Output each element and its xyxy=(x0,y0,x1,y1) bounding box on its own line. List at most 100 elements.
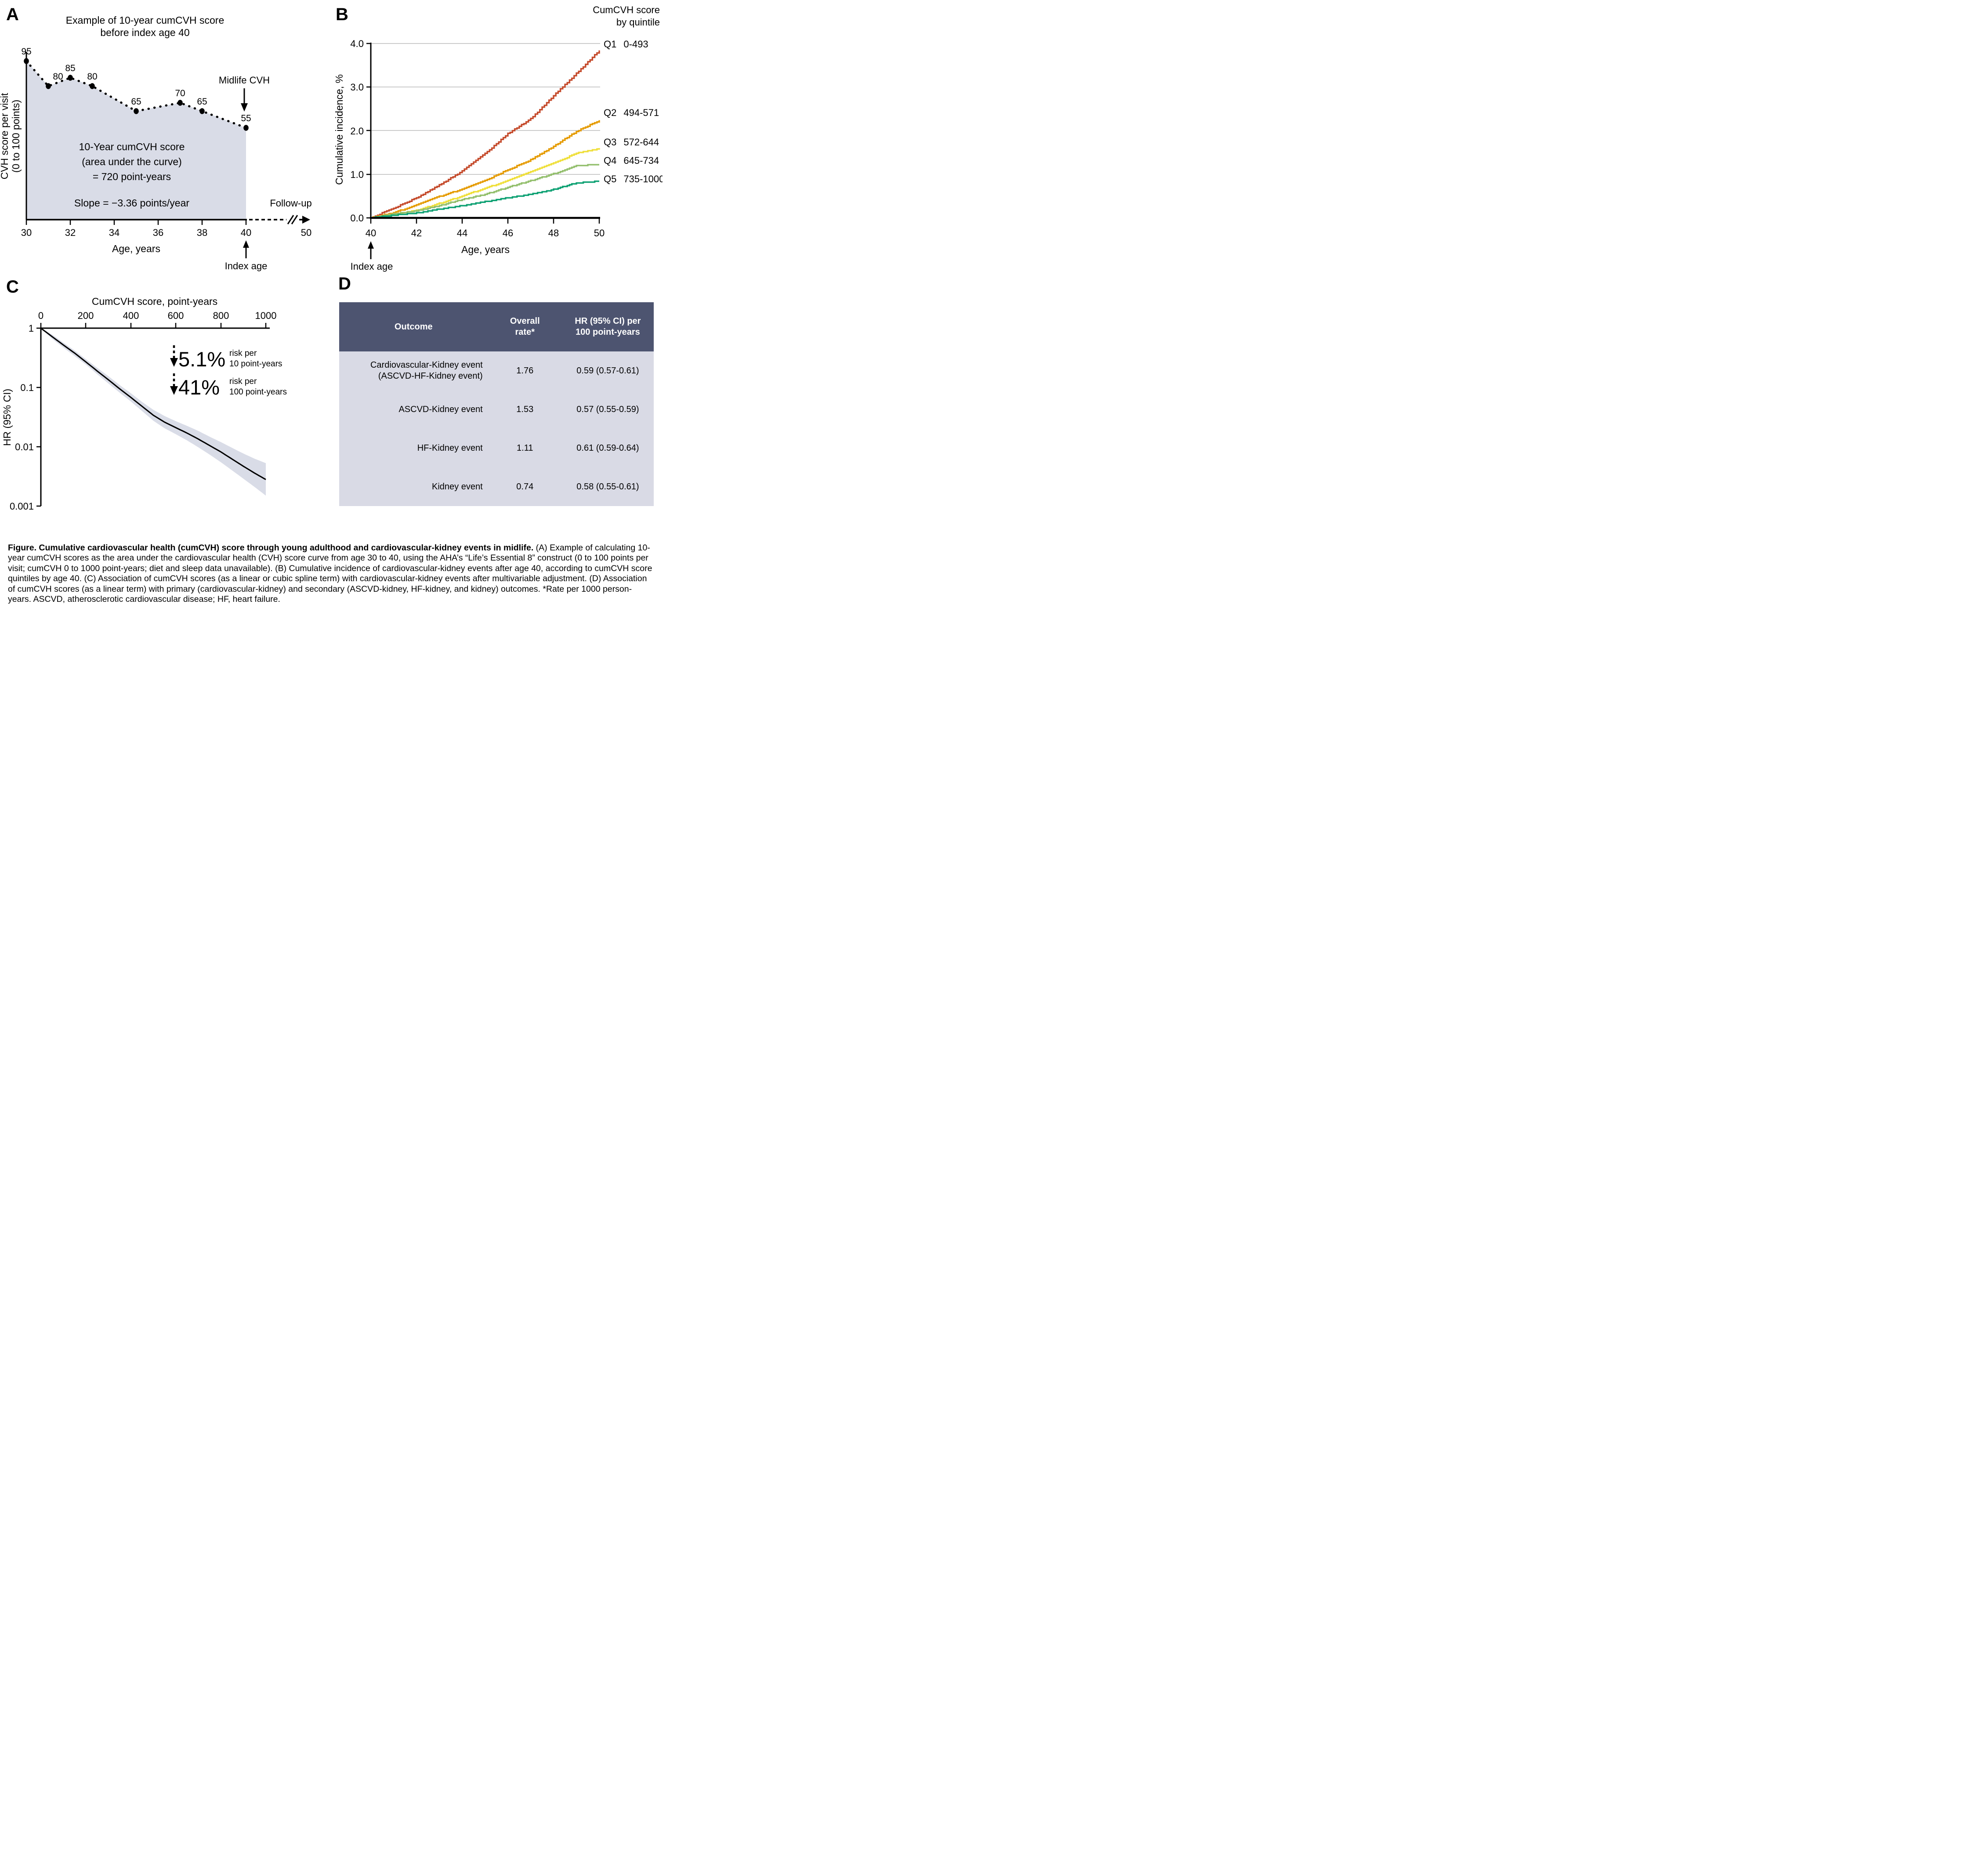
followup-arrow xyxy=(249,215,310,224)
panel-c-plot-area xyxy=(40,327,266,496)
tick-label: 4.0 xyxy=(350,38,364,49)
point-value-label: 65 xyxy=(131,97,141,107)
tick-label: 200 xyxy=(78,310,94,321)
followup-label: Follow-up xyxy=(270,198,311,209)
table-row: HF-Kidney event 1.11 0.61 (0.59-0.64) xyxy=(339,429,654,467)
column-header-overall-rate: Overall rate* xyxy=(488,302,562,351)
panel-a-y-axis-title-line2: (0 to 100 points) xyxy=(10,100,22,173)
tick-label: 0.01 xyxy=(15,441,34,452)
panel-a-label: A xyxy=(6,5,19,24)
panel-d-label: D xyxy=(338,274,351,293)
tick-label: 800 xyxy=(213,310,229,321)
panel-a-y-axis-title-line1: CVH score per visit xyxy=(0,93,10,179)
point-value-label: 55 xyxy=(241,113,251,123)
tick-label: 40 xyxy=(241,227,251,238)
annotation1-line1: risk per xyxy=(229,349,257,358)
tick-label: 0.001 xyxy=(10,501,34,512)
column-header-outcome: Outcome xyxy=(339,302,488,351)
legend-q5-range: 735-1000 xyxy=(623,174,663,185)
tick-label: 0.0 xyxy=(350,213,364,224)
annotation1-line2: 10 point-years xyxy=(229,359,282,369)
panel-b-y-axis-title: Cumulative incidence, % xyxy=(333,74,345,185)
legend-q2-range: 494-571 xyxy=(623,107,659,118)
panel-a-title-line2: before index age 40 xyxy=(100,27,189,38)
column-header-hr-line2: 100 point-years xyxy=(576,327,640,337)
incidence-curve-q3 xyxy=(371,148,600,219)
annotation2-line1: risk per xyxy=(229,377,257,386)
legend-q1-range: 0-493 xyxy=(623,39,648,50)
tick-label: 50 xyxy=(301,227,311,238)
point-value-label: 95 xyxy=(21,47,31,57)
panel-grid: A Example of 10-year cumCVH score before… xyxy=(0,0,663,536)
tick-label: 44 xyxy=(457,228,467,239)
legend-q3-range: 572-644 xyxy=(623,137,659,148)
panel-a-title-line1: Example of 10-year cumCVH score xyxy=(66,14,224,26)
outcome-text: Kidney event xyxy=(432,481,483,492)
annotation2-percent: 41% xyxy=(178,376,220,399)
legend-q1-name: Q1 xyxy=(604,39,616,50)
figure-caption: Figure. Cumulative cardiovascular health… xyxy=(8,543,655,604)
confidence-band xyxy=(41,328,266,496)
outcome-cell: HF-Kidney event xyxy=(339,429,488,467)
column-header-hr: HR (95% CI) per 100 point-years xyxy=(561,302,654,351)
panel-a-plot-area xyxy=(24,58,249,220)
tick-label: 50 xyxy=(594,228,605,239)
legend-entry-q5: Q5 735-1000 xyxy=(604,174,663,185)
figure-root: A Example of 10-year cumCVH score before… xyxy=(0,0,663,605)
table-row: ASCVD-Kidney event 1.53 0.57 (0.55-0.59) xyxy=(339,390,654,429)
panel-c-x-ticks xyxy=(40,323,267,328)
point-value-label: 80 xyxy=(87,72,97,82)
tick-label: 48 xyxy=(548,228,559,239)
outcome-cell: ASCVD-Kidney event xyxy=(339,390,488,429)
tick-label: 40 xyxy=(366,228,376,239)
annotation1-percent: 5.1% xyxy=(178,347,225,371)
column-header-rate-line1: Overall xyxy=(510,316,540,326)
outcome-text: ASCVD-Kidney event xyxy=(398,404,483,414)
panel-a-x-ticks xyxy=(25,220,247,225)
tick-label: 600 xyxy=(168,310,184,321)
tick-label: 34 xyxy=(109,227,119,238)
down-arrow-icon xyxy=(170,345,178,367)
panel-c-hr-spline-chart: C CumCVH score, point-years 0 200 400 60… xyxy=(1,277,287,512)
legend-q4-name: Q4 xyxy=(604,155,616,166)
panel-a-x-axis-title: Age, years xyxy=(112,243,160,254)
caption-body: (A) Example of calculating 10-year cumCV… xyxy=(8,543,652,604)
panel-d-outcomes-table-panel: D Outcome Overall rate* HR (95% CI) per 10… xyxy=(331,272,663,536)
rate-cell: 1.11 xyxy=(488,429,562,467)
legend-entry-q2: Q2 494-571 xyxy=(604,107,659,118)
panel-c-label: C xyxy=(6,277,19,297)
column-header-hr-line1: HR (95% CI) per xyxy=(575,316,641,326)
incidence-curve-q5 xyxy=(371,180,599,219)
table-row: Cardiovascular-Kidney event (ASCVD-HF-Kid… xyxy=(339,351,654,390)
panel-b-index-age-label: Index age xyxy=(351,261,393,272)
panel-a-index-age-arrow xyxy=(243,240,249,258)
annotation2-line2: 100 point-years xyxy=(229,387,287,397)
outcomes-table: Outcome Overall rate* HR (95% CI) per 100 … xyxy=(339,302,654,506)
table-header-row: Outcome Overall rate* HR (95% CI) per 100 … xyxy=(339,302,654,351)
hr-cell: 0.58 (0.55-0.61) xyxy=(561,467,654,506)
tick-label: 42 xyxy=(411,228,422,239)
point-value-label: 65 xyxy=(197,97,207,107)
incidence-curve-q2 xyxy=(371,120,600,219)
incidence-curve-q1 xyxy=(371,50,600,219)
panel-b-cumulative-incidence-chart: B 0.0 1.0 2. xyxy=(333,4,663,272)
legend-q3-name: Q3 xyxy=(604,137,616,148)
hr-cell: 0.57 (0.55-0.59) xyxy=(561,390,654,429)
panel-c-top-axis-title: CumCVH score, point-years xyxy=(92,296,217,307)
point-value-label: 85 xyxy=(65,63,75,73)
legend-entry-q3: Q3 572-644 xyxy=(604,137,659,148)
tick-label: 0.1 xyxy=(20,382,34,393)
incidence-curve-q4 xyxy=(371,164,599,219)
panel-b-y-ticks xyxy=(366,43,371,219)
hr-cell: 0.61 (0.59-0.64) xyxy=(561,429,654,467)
outcome-cell: Kidney event xyxy=(339,467,488,506)
tick-label: 38 xyxy=(197,227,207,238)
panel-b-index-age-arrow xyxy=(368,241,374,259)
outcome-cell: Cardiovascular-Kidney event (ASCVD-HF-Kid… xyxy=(339,351,488,390)
hr-cell: 0.59 (0.57-0.61) xyxy=(561,351,654,390)
table-row: Kidney event 0.74 0.58 (0.55-0.61) xyxy=(339,467,654,506)
legend-entry-q1: Q1 0-493 xyxy=(604,39,648,50)
tick-label: 36 xyxy=(153,227,163,238)
tick-label: 32 xyxy=(65,227,76,238)
